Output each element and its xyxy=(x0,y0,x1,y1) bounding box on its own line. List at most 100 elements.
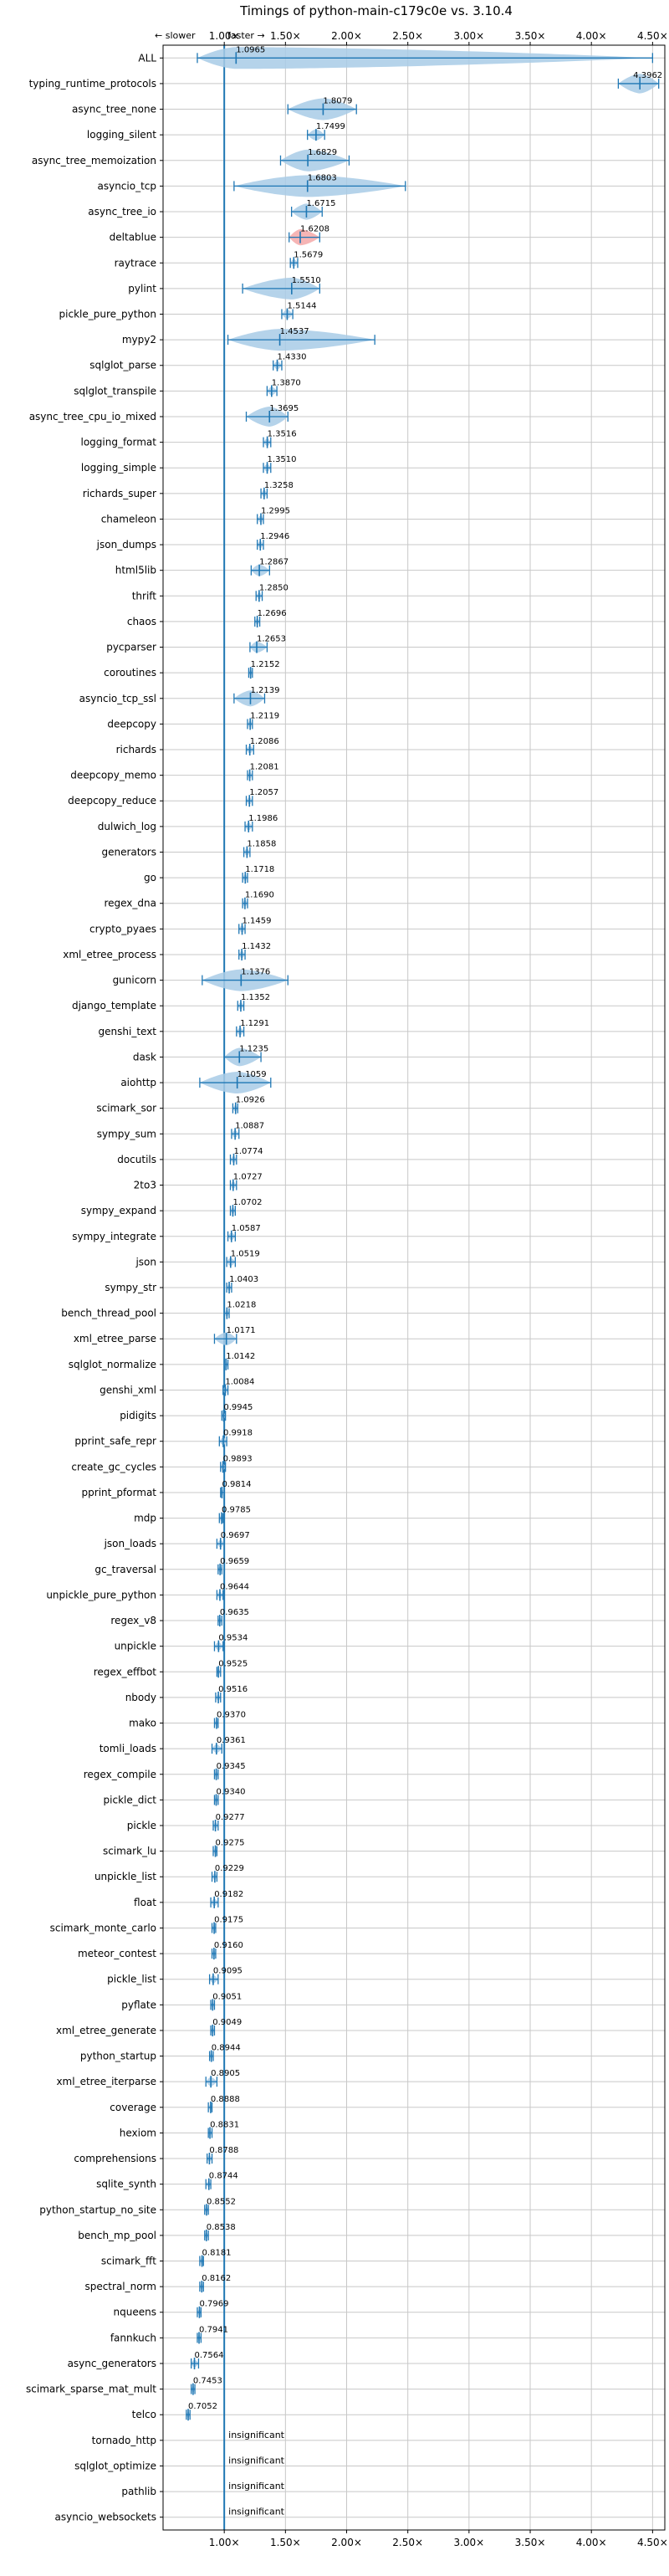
benchmark-label: async_tree_cpu_io_mixed xyxy=(29,411,156,423)
benchmark-label: nbody xyxy=(125,1692,156,1703)
benchmark-label: asyncio_tcp xyxy=(97,180,156,192)
value-label: 0.7564 xyxy=(195,2351,224,2360)
value-label: 1.2081 xyxy=(250,763,279,772)
benchmark-label: pyflate xyxy=(121,1999,156,2010)
value-label: 0.8552 xyxy=(207,2197,236,2206)
benchmark-label: deepcopy_reduce xyxy=(68,795,156,807)
value-label: 0.9918 xyxy=(223,1429,253,1438)
benchmark-label: async_tree_memoization xyxy=(32,155,156,166)
value-label: 1.0403 xyxy=(229,1275,258,1284)
benchmark-label: xml_etree_generate xyxy=(56,2025,156,2036)
benchmark-label: generators xyxy=(101,846,156,858)
x-tick-label-top: 4.50× xyxy=(637,30,668,42)
benchmark-label: typing_runtime_protocols xyxy=(29,78,156,90)
value-label: 0.8888 xyxy=(211,2095,240,2104)
benchmark-label: create_gc_cycles xyxy=(71,1461,156,1472)
value-label: 0.9051 xyxy=(212,1992,242,2001)
benchmark-label: async_tree_none xyxy=(72,104,156,115)
value-label: 0.9361 xyxy=(217,1736,246,1745)
value-label: 1.0926 xyxy=(236,1096,265,1105)
benchmark-label: regex_dna xyxy=(104,898,156,909)
benchmark-label: chaos xyxy=(127,616,156,627)
insignificant-label: insignificant xyxy=(228,2455,285,2466)
value-label: 1.2946 xyxy=(260,532,289,541)
value-label: 0.9160 xyxy=(214,1941,243,1950)
value-label: 1.0965 xyxy=(236,45,265,54)
value-label: 0.9659 xyxy=(220,1557,249,1566)
value-label: 0.9229 xyxy=(215,1864,244,1873)
benchmark-label: 2to3 xyxy=(134,1180,156,1191)
benchmark-label: sympy_integrate xyxy=(72,1231,156,1242)
value-label: 1.1858 xyxy=(247,839,276,848)
value-label: 0.9945 xyxy=(223,1403,253,1412)
value-label: 0.8944 xyxy=(212,2044,241,2053)
benchmark-label: genshi_text xyxy=(99,1026,157,1037)
value-label: 1.3870 xyxy=(272,378,301,387)
benchmark-label: sympy_sum xyxy=(97,1128,156,1139)
benchmark-label: sympy_expand xyxy=(81,1205,156,1216)
value-label: 1.0084 xyxy=(225,1377,254,1386)
value-label: 1.2152 xyxy=(251,660,280,669)
benchmark-label: pidigits xyxy=(120,1410,156,1421)
value-label: 1.1235 xyxy=(239,1044,268,1053)
benchmark-label: django_template xyxy=(72,1000,156,1011)
value-label: 1.0887 xyxy=(235,1121,264,1130)
value-label: 0.8905 xyxy=(211,2069,240,2078)
benchmark-label: mypy2 xyxy=(122,334,156,346)
benchmark-label: sympy_str xyxy=(105,1282,156,1293)
value-label: 0.9644 xyxy=(220,1582,249,1591)
value-label: 1.2653 xyxy=(257,635,286,644)
value-label: 0.7969 xyxy=(199,2300,228,2309)
benchmark-label: xml_etree_iterparse xyxy=(56,2076,156,2087)
x-tick-label-bottom: 1.00× xyxy=(209,2537,240,2548)
benchmark-label: logging_silent xyxy=(87,129,156,141)
value-label: 0.9697 xyxy=(221,1531,250,1540)
benchmark-label: scimark_sor xyxy=(96,1103,156,1114)
value-label: 1.6803 xyxy=(308,173,337,182)
value-label: 1.5144 xyxy=(287,301,316,310)
benchmark-label: gunicorn xyxy=(113,975,156,986)
benchmark-label: docutils xyxy=(117,1154,156,1165)
benchmark-label: scimark_sparse_mat_mult xyxy=(26,2384,156,2395)
value-label: 0.9277 xyxy=(216,1813,245,1822)
benchmark-label: tomli_loads xyxy=(100,1743,156,1754)
value-label: 0.9525 xyxy=(218,1659,248,1668)
value-label: 1.3258 xyxy=(264,481,294,490)
benchmark-label: logging_simple xyxy=(81,462,156,474)
chart-title: Timings of python-main-c179c0e vs. 3.10.… xyxy=(239,3,513,18)
benchmark-label: regex_effbot xyxy=(94,1666,157,1677)
benchmark-label: meteor_contest xyxy=(78,1948,156,1959)
x-tick-label-top: 1.00× xyxy=(209,30,240,42)
value-label: 1.2850 xyxy=(259,583,289,592)
benchmark-label: deltablue xyxy=(110,232,156,243)
benchmark-label: bench_mp_pool xyxy=(78,2230,156,2241)
benchmark-label: pprint_safe_repr xyxy=(74,1436,156,1447)
value-label: 1.0171 xyxy=(227,1326,256,1335)
value-label: 0.9635 xyxy=(220,1608,249,1617)
benchmark-label: crypto_pyaes xyxy=(89,923,156,935)
benchmark-label: json_dumps xyxy=(96,539,156,551)
benchmark-label: unpickle_list xyxy=(94,1871,156,1882)
benchmark-label: comprehensions xyxy=(74,2153,156,2164)
value-label: 0.8788 xyxy=(209,2146,238,2155)
benchmark-label: mdp xyxy=(134,1513,156,1524)
value-label: 0.8181 xyxy=(202,2249,232,2258)
value-label: 1.0519 xyxy=(231,1249,260,1258)
value-label: 0.9814 xyxy=(222,1480,251,1489)
value-label: 1.1291 xyxy=(240,1019,269,1028)
value-label: 1.3510 xyxy=(268,455,297,464)
benchmark-label: richards_super xyxy=(83,488,156,499)
benchmark-label: hexiom xyxy=(120,2127,156,2138)
value-label: 0.8831 xyxy=(210,2120,239,2129)
value-label: 1.1432 xyxy=(242,942,271,951)
benchmark-label: pylint xyxy=(128,283,156,294)
chart-marks: 1.0965 4.3962 1.8079 1.7499 1.6829 1.6803 1.67… xyxy=(186,45,662,2530)
benchmark-label: raytrace xyxy=(115,257,156,269)
benchmark-label: html5lib xyxy=(115,565,156,576)
x-tick-label-top: 1.50× xyxy=(270,30,301,42)
benchmark-label: scimark_monte_carlo xyxy=(50,1922,156,1933)
value-label: 1.2119 xyxy=(250,711,279,720)
x-tick-label-top: 2.00× xyxy=(331,30,362,42)
value-label: 0.8162 xyxy=(202,2274,231,2283)
benchmark-label: dask xyxy=(133,1051,156,1063)
